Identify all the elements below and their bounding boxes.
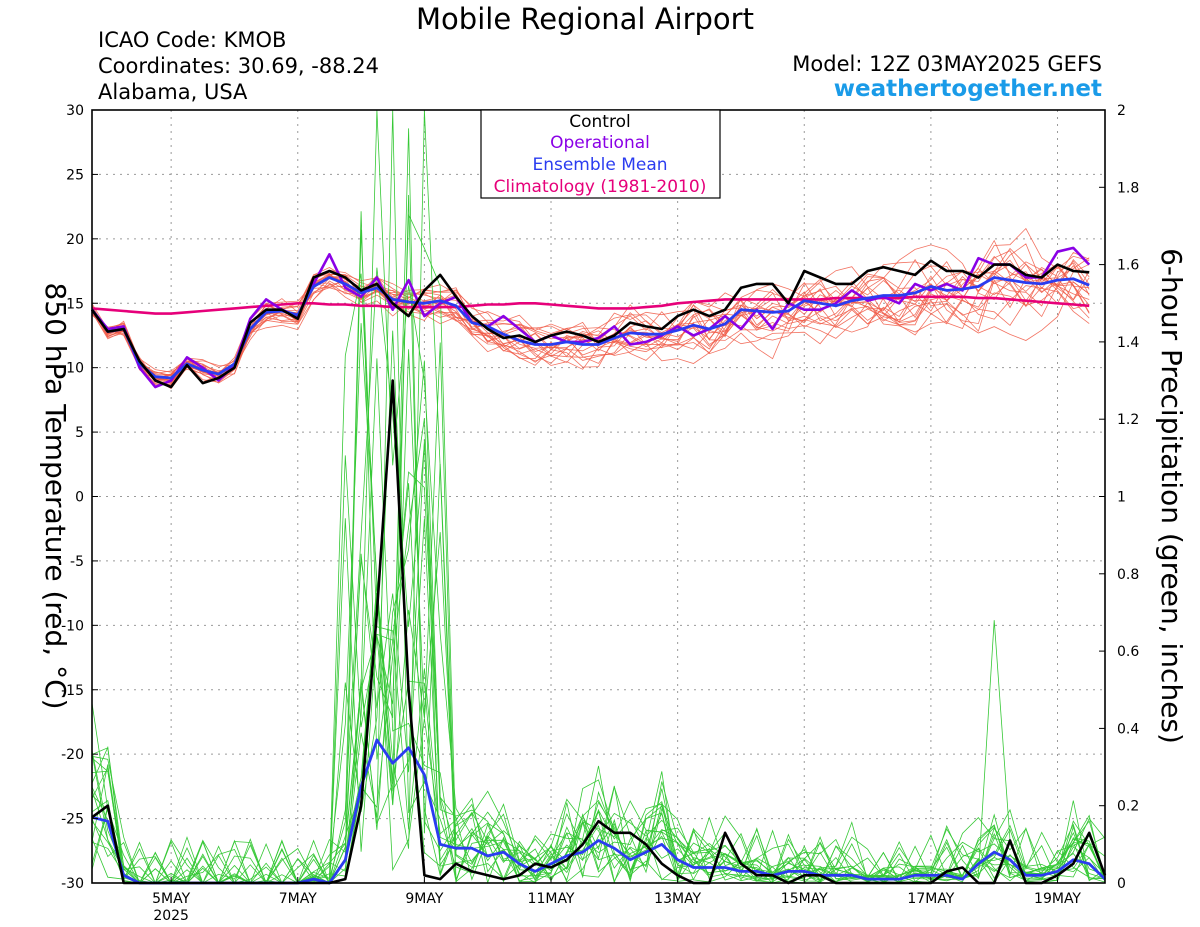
temperature-member-line: [91, 252, 1090, 384]
left-tick-label: 15: [66, 296, 84, 312]
x-tick-label: 9MAY: [405, 891, 443, 907]
region-label: Alabama, USA: [98, 80, 248, 104]
temperature-member-line: [91, 259, 1090, 383]
precipitation-member-line: [91, 194, 1106, 884]
legend-box: [480, 109, 721, 199]
legend-operational: Operational: [550, 133, 650, 153]
temperature-member-line: [91, 243, 1090, 380]
right-tick-label: 1: [1117, 490, 1126, 506]
precipitation-member-line: [91, 518, 1106, 884]
right-tick-label: 2: [1117, 103, 1126, 119]
left-tick-label: 30: [66, 103, 84, 119]
left-axis-label: 850 hPa Temperature (red, °C): [39, 282, 72, 709]
right-tick-label: 0.6: [1117, 644, 1139, 660]
legend-ensemble-mean: Ensemble Mean: [532, 155, 667, 175]
precipitation-member-line: [91, 109, 1106, 884]
x-tick-label: 5MAY: [152, 891, 190, 907]
precipitation-member-line: [91, 128, 1106, 885]
precipitation-member-line: [91, 267, 1106, 884]
x-tick-label: 19MAY: [1034, 891, 1081, 907]
right-tick-label: 0.8: [1117, 567, 1139, 583]
temperature-member-line: [91, 265, 1090, 384]
main-series: [90, 246, 1107, 885]
x-tick-label: 13MAY: [654, 891, 701, 907]
model-run-label: Model: 12Z 03MAY2025 GEFS: [792, 52, 1102, 76]
icao-code-label: ICAO Code: KMOB: [98, 28, 287, 52]
grid-lines: [92, 110, 1105, 883]
chart-title: Mobile Regional Airport: [416, 2, 754, 36]
legend: Control Operational Ensemble Mean Climat…: [480, 109, 721, 199]
precipitation-member-line: [91, 418, 1106, 884]
left-axis-ticks: 30 25 20 15 10 5 0 -5 -10 -15 -20 -25 -30: [61, 103, 98, 892]
left-tick-label: -15: [61, 683, 84, 699]
legend-climatology: Climatology (1981-2010): [494, 177, 707, 197]
x-tick-label: 15MAY: [781, 891, 828, 907]
precipitation-member-line: [91, 330, 1106, 884]
right-tick-label: 0.2: [1117, 799, 1139, 815]
left-tick-label: -30: [61, 876, 84, 892]
right-tick-label: 1.6: [1117, 258, 1139, 274]
temperature-member-line: [91, 259, 1090, 381]
temp-operational-line: [90, 246, 1091, 389]
website-link[interactable]: weathertogether.net: [833, 76, 1102, 102]
left-tick-label: 25: [66, 167, 84, 183]
right-axis-ticks: 2 1.8 1.6 1.4 1.2 1 0.8 0.6 0.4 0.2 0: [1099, 103, 1139, 892]
temperature-member-line: [91, 258, 1090, 385]
legend-control: Control: [569, 112, 630, 132]
precipitation-member-line: [91, 583, 1106, 884]
x-tick-year-label: 2025: [153, 908, 189, 924]
left-tick-label: -10: [61, 618, 84, 634]
left-tick-label: -25: [61, 812, 84, 828]
precip-control-line: [91, 379, 1107, 885]
left-tick-label: 5: [75, 425, 84, 441]
temperature-member-line: [91, 261, 1090, 380]
temp-ensemble-mean-line: [90, 276, 1090, 380]
x-tick-label: 7MAY: [279, 891, 317, 907]
right-tick-label: 1.8: [1117, 180, 1139, 196]
left-tick-label: 0: [75, 490, 84, 506]
x-tick-label: 17MAY: [907, 891, 954, 907]
right-tick-label: 1.2: [1117, 412, 1139, 428]
left-tick-label: 20: [66, 232, 84, 248]
precipitation-member-line: [91, 360, 1106, 884]
x-tick-label: 11MAY: [528, 891, 575, 907]
coordinates-label: Coordinates: 30.69, -88.24: [98, 54, 379, 78]
temp-climatology-1981-2010-line: [91, 295, 1090, 315]
right-tick-label: 1.4: [1117, 335, 1139, 351]
left-tick-label: -20: [61, 747, 84, 763]
right-axis-label: 6-hour Precipitation (green, inches): [1155, 248, 1188, 744]
right-tick-label: 0: [1117, 876, 1126, 892]
left-tick-label: -5: [70, 554, 84, 570]
precipitation-member-line: [91, 358, 1106, 884]
left-tick-label: 10: [66, 361, 84, 377]
temperature-member-line: [91, 247, 1090, 384]
temp-control-line: [90, 259, 1090, 389]
right-tick-label: 0.4: [1117, 721, 1139, 737]
precipitation-member-line: [91, 323, 1106, 884]
